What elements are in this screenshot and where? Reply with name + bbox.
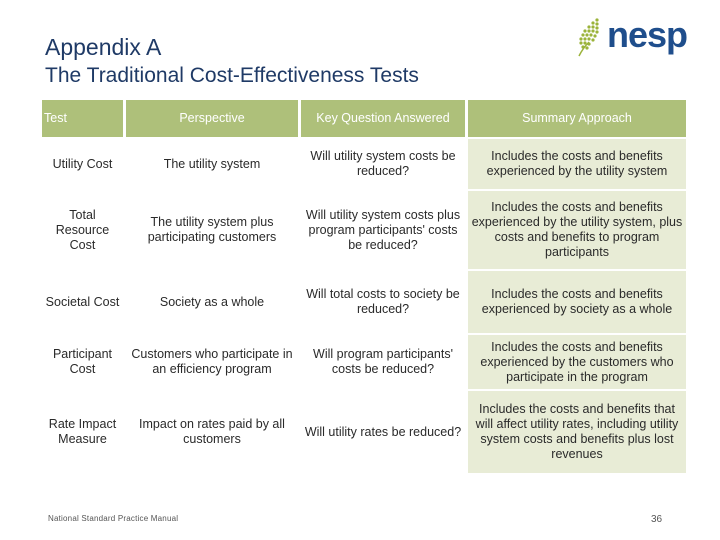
leaf-icon	[578, 18, 599, 57]
cell-key-question: Will utility system costs be reduced?	[310, 149, 456, 178]
cost-effectiveness-table: Test Perspective Key Question Answered S…	[39, 98, 689, 475]
nesp-logo: nesp	[575, 14, 700, 58]
cell-summary: Includes the costs and benefits that wil…	[468, 391, 686, 473]
cell-perspective: Impact on rates paid by all customers	[139, 417, 285, 446]
logo-wordmark: nesp	[607, 14, 688, 55]
cell-summary: Includes the costs and benefits experien…	[468, 191, 686, 269]
page-number: 36	[651, 514, 663, 525]
page-subtitle: The Traditional Cost-Effectiveness Tests	[45, 64, 419, 87]
cell-key-question: Will total costs to society be reduced?	[306, 287, 460, 316]
cell-perspective: Customers who participate in an efficien…	[131, 347, 293, 376]
table-row: Societal Cost Society as a whole Will to…	[42, 271, 686, 333]
header-test: Test	[42, 100, 123, 137]
cell-test: Rate Impact Measure	[48, 417, 117, 446]
cell-test: Societal Cost	[45, 294, 120, 309]
cell-summary: Includes the costs and benefits experien…	[468, 139, 686, 189]
header-summary-approach: Summary Approach	[468, 100, 686, 137]
cell-key-question: Will utility rates be reduced?	[304, 424, 462, 439]
cell-test: Participant Cost	[52, 347, 113, 376]
table-row: Total Resource Cost The utility system p…	[42, 191, 686, 269]
cell-test: Total Resource Cost	[55, 207, 110, 252]
cell-perspective: The utility system	[163, 156, 261, 171]
cell-summary: Includes the costs and benefits experien…	[468, 335, 686, 389]
footer-source: National Standard Practice Manual	[48, 514, 179, 523]
cell-perspective: Society as a whole	[159, 294, 265, 309]
table-header-row: Test Perspective Key Question Answered S…	[42, 100, 686, 137]
cell-test: Utility Cost	[52, 156, 113, 171]
cell-summary: Includes the costs and benefits experien…	[468, 271, 686, 333]
header-key-question: Key Question Answered	[301, 100, 465, 137]
cell-key-question: Will program participants' costs be redu…	[313, 347, 453, 376]
table-row: Utility Cost The utility system Will uti…	[42, 139, 686, 189]
header-perspective: Perspective	[126, 100, 298, 137]
table-row: Rate Impact Measure Impact on rates paid…	[42, 391, 686, 473]
cell-key-question: Will utility system costs plus program p…	[305, 207, 461, 252]
table-row: Participant Cost Customers who participa…	[42, 335, 686, 389]
page-title: Appendix A	[45, 34, 162, 60]
cell-perspective: The utility system plus participating cu…	[147, 215, 277, 244]
